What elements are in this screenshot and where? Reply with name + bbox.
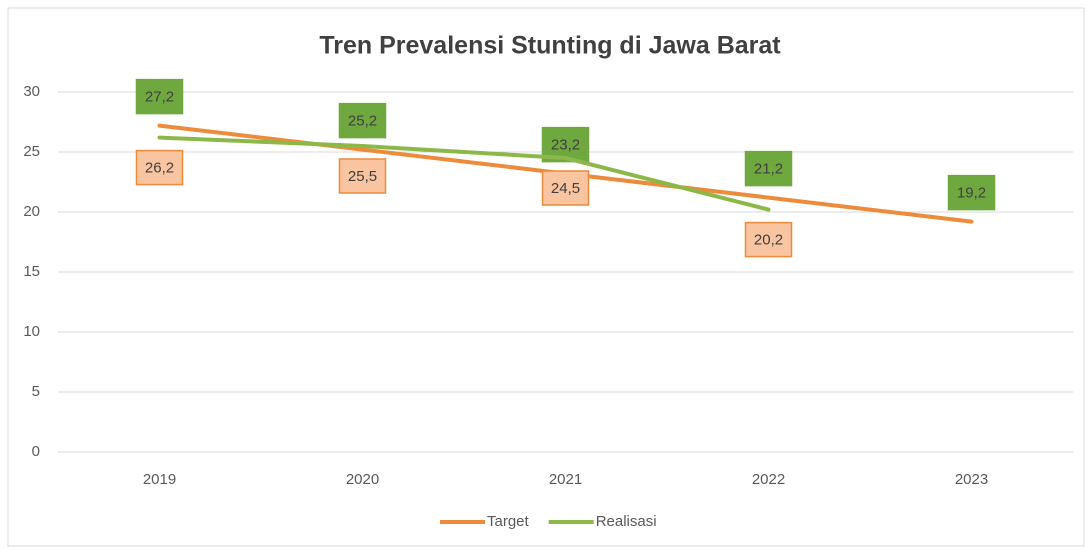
data-label-box [135,78,184,115]
data-label-box [947,174,996,211]
data-label: 25,2 [348,113,377,130]
y-tick-label: 15 [23,263,40,280]
data-label-box [744,221,793,258]
data-label: 24,5 [551,180,580,197]
x-tick-label: 2021 [549,471,582,488]
y-tick-label: 20 [23,203,40,220]
data-label: 21,2 [754,161,783,178]
x-tick-label: 2022 [752,471,785,488]
data-label: 23,2 [551,137,580,154]
chart-frame [7,7,1085,547]
data-label-box [135,149,184,186]
data-label: 27,2 [145,89,174,106]
chart-title: Tren Prevalensi Stunting di Jawa Barat [319,32,781,60]
data-label: 20,2 [754,232,783,249]
legend-label: Target [487,513,530,530]
x-tick-label: 2019 [143,471,176,488]
data-label-box [338,158,387,194]
y-tick-label: 25 [23,143,40,160]
y-tick-label: 10 [23,323,40,340]
y-tick-label: 5 [32,383,40,400]
data-label: 26,2 [145,160,174,177]
data-label-box [338,102,387,139]
x-tick-label: 2023 [955,471,988,488]
data-label: 25,5 [348,168,377,185]
x-tick-label: 2020 [346,471,379,488]
data-label-box [744,150,793,187]
data-label: 19,2 [957,185,986,202]
y-tick-label: 30 [23,83,40,100]
data-label-box [541,170,590,206]
y-tick-label: 0 [32,443,40,460]
line-series [157,135,771,212]
legend-label: Realisasi [596,513,657,530]
